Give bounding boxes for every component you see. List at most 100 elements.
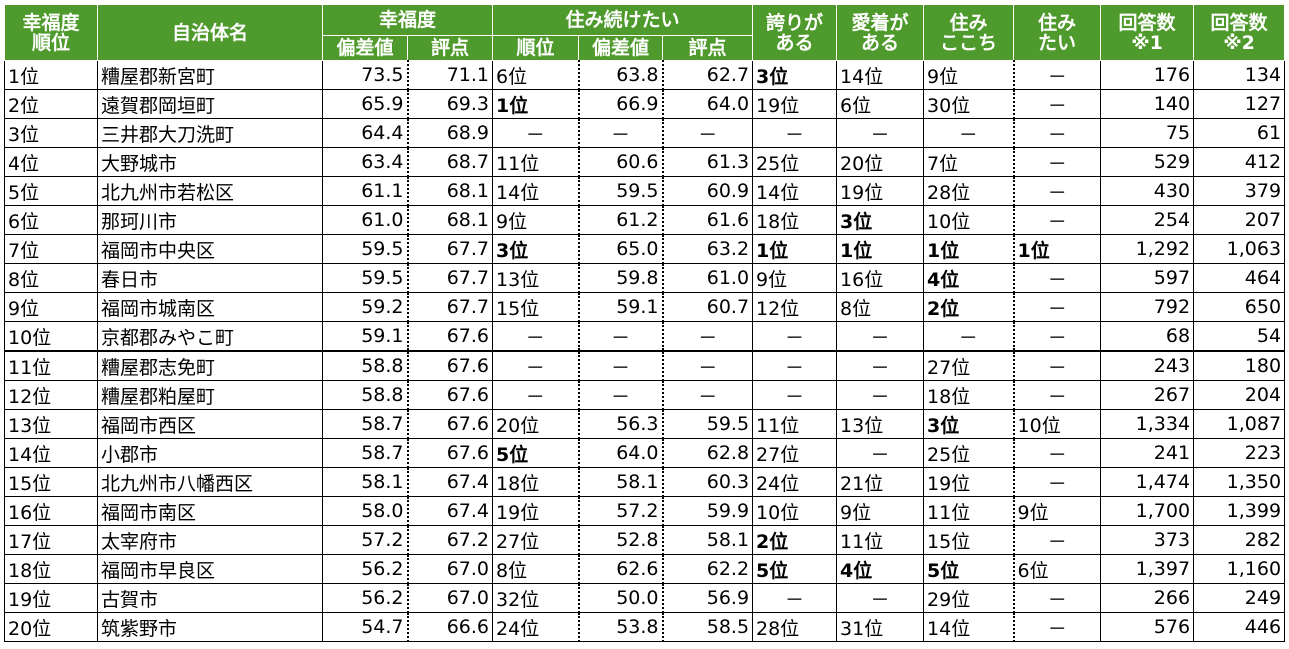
- table-cell: 28位: [752, 612, 838, 642]
- table-cell: 59.5: [322, 263, 408, 293]
- table-cell: 66.9: [577, 89, 664, 119]
- table-cell: －: [492, 380, 580, 410]
- table-cell: 61.3: [661, 147, 754, 177]
- table-cell: 10位: [1012, 409, 1102, 439]
- table-cell: 15位: [492, 292, 580, 322]
- table-cell: 春日市: [97, 263, 323, 293]
- table-cell: 266: [1100, 583, 1195, 613]
- table-cell: 60.9: [661, 176, 754, 206]
- table-cell: 30位: [923, 89, 1015, 119]
- table-cell: 1位: [836, 234, 925, 264]
- table-cell: 19位: [836, 176, 925, 206]
- table-cell: 21位: [836, 467, 925, 497]
- table-cell: 63.8: [577, 60, 664, 90]
- table-cell: 412: [1193, 147, 1286, 177]
- table-row: 12位 糟屋郡粕屋町 58.8 67.6 －－－－－ 18位－ 267 204: [4, 380, 1286, 410]
- table-cell: 1,160: [1193, 554, 1286, 584]
- table-cell: 60.3: [661, 467, 754, 497]
- table-cell: 25位: [752, 147, 838, 177]
- table-cell: 1,334: [1100, 409, 1195, 439]
- table-cell: 56.9: [661, 583, 754, 613]
- table-header: 幸福度 順位 自治体名 幸福度 住み続けたい 誇りが ある 愛着が ある 住み ここち 住み たい 回答数…: [4, 4, 1286, 61]
- table-cell: 9位: [836, 496, 925, 526]
- table-cell: 67.4: [406, 467, 494, 497]
- table-cell: 9位: [752, 263, 838, 293]
- header-text: ある: [775, 31, 814, 54]
- table-cell: 67.6: [406, 380, 494, 410]
- sub-header-cell: 偏差値: [578, 35, 664, 61]
- table-cell: 56.2: [322, 554, 408, 584]
- table-cell: 62.2: [661, 554, 754, 584]
- table-cell: 9位: [4, 292, 98, 322]
- table-cell: 61.1: [322, 176, 408, 206]
- table-cell: 福岡市南区: [97, 496, 323, 526]
- table-cell: 6位: [4, 205, 98, 235]
- table-cell: 68: [1100, 321, 1195, 352]
- table-cell: 58.1: [322, 467, 408, 497]
- table-cell: 1,350: [1193, 467, 1286, 497]
- table-cell: －: [1012, 612, 1102, 642]
- header-cell: 自治体名: [97, 4, 323, 61]
- table-cell: 59.5: [322, 234, 408, 264]
- table-cell: 27位: [923, 350, 1015, 381]
- table-cell: －: [1012, 176, 1102, 206]
- table-cell: －: [1012, 263, 1102, 293]
- table-cell: 180: [1193, 350, 1286, 381]
- table-cell: －: [1012, 321, 1102, 352]
- table-cell: 446: [1193, 612, 1286, 642]
- table-cell: 67.6: [406, 350, 494, 381]
- table-cell: 4位: [836, 554, 925, 584]
- table-cell: 10位: [923, 205, 1015, 235]
- table-cell: 67.6: [406, 321, 494, 352]
- table-row: 1位 糟屋郡新宮町 73.5 71.1 6位 63.8 62.7 3位 14位 9位－ 176 134: [4, 60, 1286, 90]
- table-cell: －: [923, 118, 1015, 148]
- table-cell: 63.4: [322, 147, 408, 177]
- table-cell: 464: [1193, 263, 1286, 293]
- table-cell: 61.6: [661, 205, 754, 235]
- table-cell: 67.0: [406, 583, 494, 613]
- table-cell: 19位: [752, 89, 838, 119]
- sub-header-cell: 評点: [406, 35, 494, 61]
- header-text: 住み続けたい: [565, 9, 680, 31]
- table-row: 14位 小郡市 58.7 67.6 5位 64.0 62.8 27位－ 25位－ 241 223: [4, 438, 1286, 468]
- table-cell: 68.7: [406, 147, 494, 177]
- table-cell: 5位: [923, 554, 1015, 584]
- header-row: 偏差値 評点 順位 偏差値 評点: [5, 35, 1285, 61]
- table-cell: 68.1: [406, 176, 494, 206]
- table-row: 11位 糟屋郡志免町 58.8 67.6 －－－－－ 27位－ 243 180: [4, 350, 1286, 381]
- table-cell: 那珂川市: [97, 205, 323, 235]
- table-cell: 3位: [836, 205, 925, 235]
- table-cell: 14位: [923, 612, 1015, 642]
- header-cell: 幸福度 順位: [4, 4, 98, 61]
- header-cell: 幸福度: [321, 4, 494, 36]
- table-cell: 11位: [492, 147, 580, 177]
- table-cell: 14位: [752, 176, 838, 206]
- table-row: 13位 福岡市西区 58.7 67.6 20位 56.3 59.5 11位 13位 3位 10位 1,…: [4, 409, 1286, 439]
- table-cell: 13位: [4, 409, 98, 439]
- table-cell: 3位: [492, 234, 580, 264]
- table-row: 3位 三井郡大刀洗町 64.4 68.9 －－－－－－－ 75 61: [4, 118, 1286, 148]
- table-cell: －: [492, 321, 580, 352]
- header-cell: 愛着が ある: [836, 4, 925, 61]
- table-cell: 13位: [836, 409, 925, 439]
- table-row: 2位 遠賀郡岡垣町 65.9 69.3 1位 66.9 64.0 19位 6位 30位－ 140 12…: [4, 89, 1286, 119]
- table-cell: 61.2: [577, 205, 664, 235]
- table-cell: 254: [1100, 205, 1195, 235]
- table-cell: －: [923, 321, 1015, 352]
- table-cell: 53.8: [577, 612, 664, 642]
- table-cell: 243: [1100, 350, 1195, 381]
- table-cell: 67.7: [406, 234, 494, 264]
- table-cell: 27位: [752, 438, 838, 468]
- table-row: 18位 福岡市早良区 56.2 67.0 8位 62.6 62.2 5位 4位 5位 6位 1,397…: [4, 554, 1286, 584]
- table-cell: 58.8: [322, 380, 408, 410]
- table-cell: 9位: [492, 205, 580, 235]
- table-cell: 73.5: [322, 60, 408, 90]
- table-cell: 19位: [4, 583, 98, 613]
- table-cell: 59.9: [661, 496, 754, 526]
- table-cell: －: [836, 350, 925, 381]
- table-cell: 176: [1100, 60, 1195, 90]
- table-cell: 27位: [492, 525, 580, 555]
- table-cell: 54.7: [322, 612, 408, 642]
- table-cell: 5位: [752, 554, 838, 584]
